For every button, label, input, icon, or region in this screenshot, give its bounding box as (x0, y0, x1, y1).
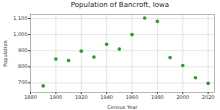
svg-text:900: 900 (18, 47, 28, 53)
svg-text:700: 700 (18, 79, 28, 85)
svg-text:1980: 1980 (151, 94, 164, 100)
svg-text:1900: 1900 (50, 94, 63, 100)
svg-text:1880: 1880 (24, 94, 37, 100)
svg-text:1920: 1920 (75, 94, 88, 100)
svg-text:1,100: 1,100 (13, 15, 27, 21)
svg-text:1940: 1940 (100, 94, 113, 100)
html-text:Population of Bancroft, Iowa: Population of Bancroft, Iowa (70, 1, 170, 9)
svg-text:2020: 2020 (202, 94, 215, 100)
svg-text:1960: 1960 (126, 94, 139, 100)
svg-text:800: 800 (18, 63, 28, 69)
svg-text:2000: 2000 (176, 94, 189, 100)
svg-text:Population: Population (2, 40, 9, 66)
svg-text:1,000: 1,000 (13, 31, 27, 37)
svg-text:Census Year: Census Year (107, 104, 138, 110)
